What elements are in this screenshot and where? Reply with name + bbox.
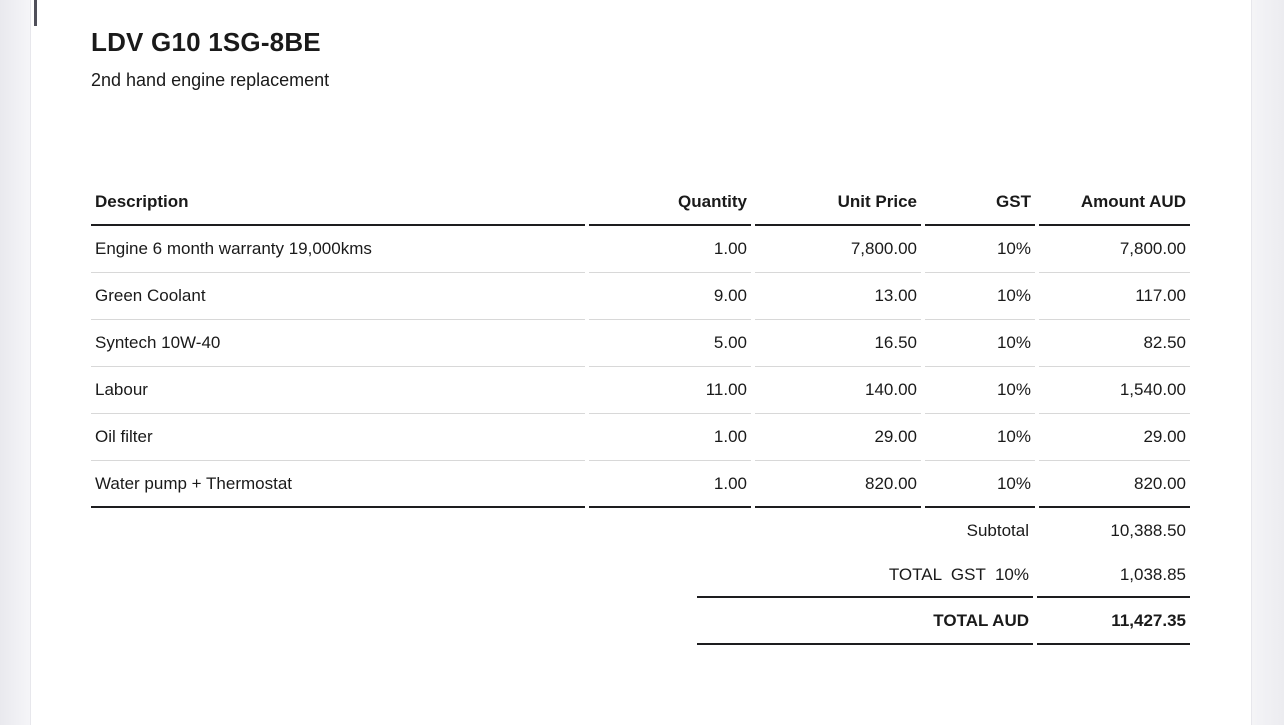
total-aud-label: TOTAL AUD	[697, 598, 1033, 645]
cell-gst: 10%	[925, 461, 1035, 508]
cell-quantity: 5.00	[589, 320, 751, 367]
total-gst-label: TOTAL GST 10%	[697, 554, 1033, 598]
header-amount-aud: Amount AUD	[1039, 180, 1190, 226]
cell-description: Labour	[91, 367, 585, 414]
cell-quantity: 1.00	[589, 461, 751, 508]
document-title: LDV G10 1SG-8BE	[91, 27, 321, 57]
cell-unit-price: 140.00	[755, 367, 921, 414]
cell-amount: 117.00	[1039, 273, 1190, 320]
table-row: Water pump + Thermostat 1.00 820.00 10% …	[91, 461, 1190, 508]
cell-gst: 10%	[925, 414, 1035, 461]
cell-unit-price: 820.00	[755, 461, 921, 508]
total-aud-value: 11,427.35	[1037, 598, 1190, 645]
table-row: Green Coolant 9.00 13.00 10% 117.00	[91, 273, 1190, 320]
cell-unit-price: 7,800.00	[755, 226, 921, 273]
cell-quantity: 11.00	[589, 367, 751, 414]
cell-unit-price: 16.50	[755, 320, 921, 367]
cell-description: Oil filter	[91, 414, 585, 461]
cell-quantity: 1.00	[589, 226, 751, 273]
table-row: Labour 11.00 140.00 10% 1,540.00	[91, 367, 1190, 414]
cell-quantity: 1.00	[589, 414, 751, 461]
invoice-line-items-table: Description Quantity Unit Price GST Amou…	[87, 180, 1194, 508]
table-row: Syntech 10W-40 5.00 16.50 10% 82.50	[91, 320, 1190, 367]
cell-amount: 7,800.00	[1039, 226, 1190, 273]
cell-amount: 82.50	[1039, 320, 1190, 367]
table-row: Engine 6 month warranty 19,000kms 1.00 7…	[91, 226, 1190, 273]
invoice-totals-table: Subtotal 10,388.50 TOTAL GST 10% 1,038.8…	[693, 508, 1194, 645]
cell-gst: 10%	[925, 367, 1035, 414]
subtotal-value: 10,388.50	[1110, 521, 1186, 540]
cell-description: Water pump + Thermostat	[91, 461, 585, 508]
cell-unit-price: 29.00	[755, 414, 921, 461]
page-corner-mark	[34, 0, 37, 26]
cell-amount: 29.00	[1039, 414, 1190, 461]
total-aud-row: TOTAL AUD 11,427.35	[697, 598, 1190, 645]
cell-quantity: 9.00	[589, 273, 751, 320]
cell-description: Green Coolant	[91, 273, 585, 320]
cell-unit-price: 13.00	[755, 273, 921, 320]
table-row: Oil filter 1.00 29.00 10% 29.00	[91, 414, 1190, 461]
header-gst: GST	[925, 180, 1035, 226]
viewer-left-page-edge	[0, 0, 31, 725]
cell-description: Syntech 10W-40	[91, 320, 585, 367]
cell-gst: 10%	[925, 320, 1035, 367]
table-header-row: Description Quantity Unit Price GST Amou…	[91, 180, 1190, 226]
cell-description: Engine 6 month warranty 19,000kms	[91, 226, 585, 273]
total-gst-value: 1,038.85	[1037, 554, 1190, 598]
cell-amount: 1,540.00	[1039, 367, 1190, 414]
subtotal-label: Subtotal	[966, 521, 1029, 540]
cell-gst: 10%	[925, 273, 1035, 320]
total-gst-row: TOTAL GST 10% 1,038.85	[697, 554, 1190, 598]
header-description: Description	[91, 180, 585, 226]
header-unit-price: Unit Price	[755, 180, 921, 226]
cell-gst: 10%	[925, 226, 1035, 273]
document-subtitle: 2nd hand engine replacement	[91, 70, 330, 90]
header-quantity: Quantity	[589, 180, 751, 226]
subtotal-row: Subtotal 10,388.50	[697, 508, 1190, 554]
viewer-right-page-edge	[1251, 0, 1284, 725]
cell-amount: 820.00	[1039, 461, 1190, 508]
